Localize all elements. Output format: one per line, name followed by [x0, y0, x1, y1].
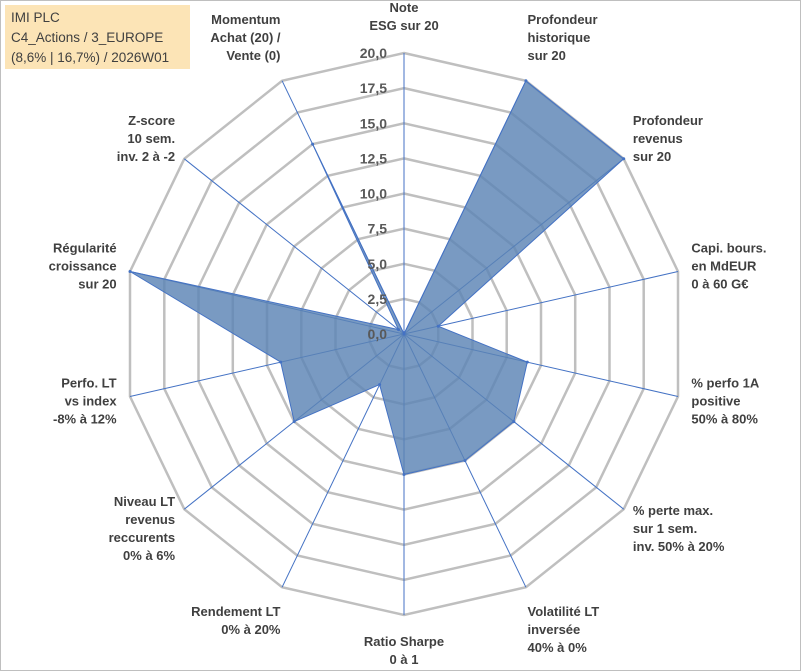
axis-spoke [183, 158, 405, 335]
tick-label: 2,5 [368, 291, 388, 307]
category-label: Rendement LT 0% à 20% [191, 604, 281, 637]
tick-label: 5,0 [368, 256, 388, 272]
category-label-line: 0% à 6% [123, 548, 175, 563]
category-label: Note ESG sur 20 [369, 0, 438, 33]
category-labels: Note ESG sur 20 Profondeur historique sur 20… [49, 0, 767, 667]
category-label: Capi. bours. en MdEUR 0 à 60 G€ [691, 241, 766, 292]
category-label-line: revenus [633, 131, 683, 146]
category-label-line: -8% à 12% [53, 411, 117, 426]
category-label-line: reccurents [109, 530, 175, 545]
data-point [463, 459, 467, 463]
category-label-line: historique [528, 30, 591, 45]
tick-label: 17,5 [360, 80, 387, 96]
category-label-line: vs index [65, 393, 118, 408]
radial-axis-ticks: 0,0 2,5 5,0 7,5 10,0 12,5 15,0 17,5 20,0 [360, 45, 387, 342]
category-label-line: ESG sur 20 [369, 18, 438, 33]
category-label: Niveau LT revenus reccurents 0% à 6% [109, 494, 176, 563]
category-label-line: positive [691, 393, 740, 408]
category-label-line: Régularité [53, 241, 117, 256]
category-label-line: inversée [528, 622, 581, 637]
data-point [402, 332, 406, 336]
category-label-line: 10 sem. [127, 131, 175, 146]
category-label-line: % perfo 1A [691, 375, 760, 390]
category-label-line: 40% à 0% [528, 640, 588, 655]
category-label: % perte max. sur 1 sem. inv. 50% à 20% [633, 503, 725, 554]
tick-label: 10,0 [360, 186, 387, 202]
category-label-line: inv. 2 à -2 [117, 149, 175, 164]
category-label: Régularité croissance sur 20 [49, 241, 117, 292]
category-label-line: en MdEUR [691, 259, 757, 274]
category-label-line: inv. 50% à 20% [633, 539, 725, 554]
category-label-line: sur 20 [528, 48, 566, 63]
radar-series [128, 79, 626, 476]
category-label-line: Ratio Sharpe [364, 634, 444, 649]
axis-spoke [403, 271, 679, 335]
category-label-line: sur 1 sem. [633, 521, 697, 536]
tick-label: 15,0 [360, 115, 387, 131]
category-label-line: Niveau LT [114, 494, 175, 509]
portfolio-region: C4_Actions / 3_EUROPE [11, 30, 164, 45]
category-label-line: Vente (0) [226, 48, 280, 63]
category-label: Profondeur revenus sur 20 [633, 113, 703, 164]
category-label: Z-score 10 sem. inv. 2 à -2 [117, 113, 175, 164]
category-label-line: Profondeur [528, 12, 598, 27]
category-label: Profondeur historique sur 20 [528, 12, 598, 63]
category-label-line: 0 à 60 G€ [691, 277, 748, 292]
data-point [279, 360, 283, 364]
data-point [524, 79, 528, 83]
data-point [512, 420, 516, 424]
category-label-line: croissance [49, 259, 117, 274]
data-point [397, 328, 400, 332]
data-point [525, 360, 529, 364]
category-label: % perfo 1A positive 50% à 80% [691, 375, 760, 426]
category-label-line: Z-score [128, 113, 175, 128]
data-point [436, 324, 440, 328]
category-label-line: Achat (20) / [210, 30, 280, 45]
category-label-line: revenus [125, 512, 175, 527]
tick-label: 12,5 [360, 150, 387, 166]
category-label: Perfo. LT vs index -8% à 12% [53, 375, 117, 426]
tick-label: 20,0 [360, 45, 387, 61]
company-name: IMI PLC [11, 10, 60, 25]
category-label-line: Perfo. LT [61, 375, 116, 390]
category-label: Momentum Achat (20) / Vente (0) [210, 12, 280, 63]
performance-week: (8,6% | 16,7%) / 2026W01 [11, 50, 170, 65]
data-point [622, 157, 626, 161]
category-label-line: 0 à 1 [390, 652, 419, 667]
category-label-line: % perte max. [633, 503, 713, 518]
category-label-line: 0% à 20% [221, 622, 281, 637]
category-label-line: sur 20 [78, 277, 116, 292]
category-label-line: Momentum [211, 12, 280, 27]
category-label-line: Capi. bours. [691, 241, 766, 256]
category-label-line: Profondeur [633, 113, 703, 128]
category-label-line: 50% à 80% [691, 411, 758, 426]
category-label-line: sur 20 [633, 149, 671, 164]
tick-label: 7,5 [368, 221, 388, 237]
data-point [292, 420, 296, 424]
data-point [311, 142, 315, 146]
tick-label: 0,0 [368, 326, 388, 342]
data-point [378, 383, 382, 387]
category-label-line: Note [390, 0, 419, 15]
category-label-line: Volatilité LT [528, 604, 600, 619]
data-point [128, 270, 132, 273]
category-label: Volatilité LT inversée 40% à 0% [528, 604, 600, 655]
info-box: IMI PLC C4_Actions / 3_EUROPE (8,6% | 16… [5, 5, 190, 69]
category-label: Ratio Sharpe 0 à 1 [364, 634, 444, 667]
category-label-line: Rendement LT [191, 604, 280, 619]
data-point [402, 473, 406, 476]
